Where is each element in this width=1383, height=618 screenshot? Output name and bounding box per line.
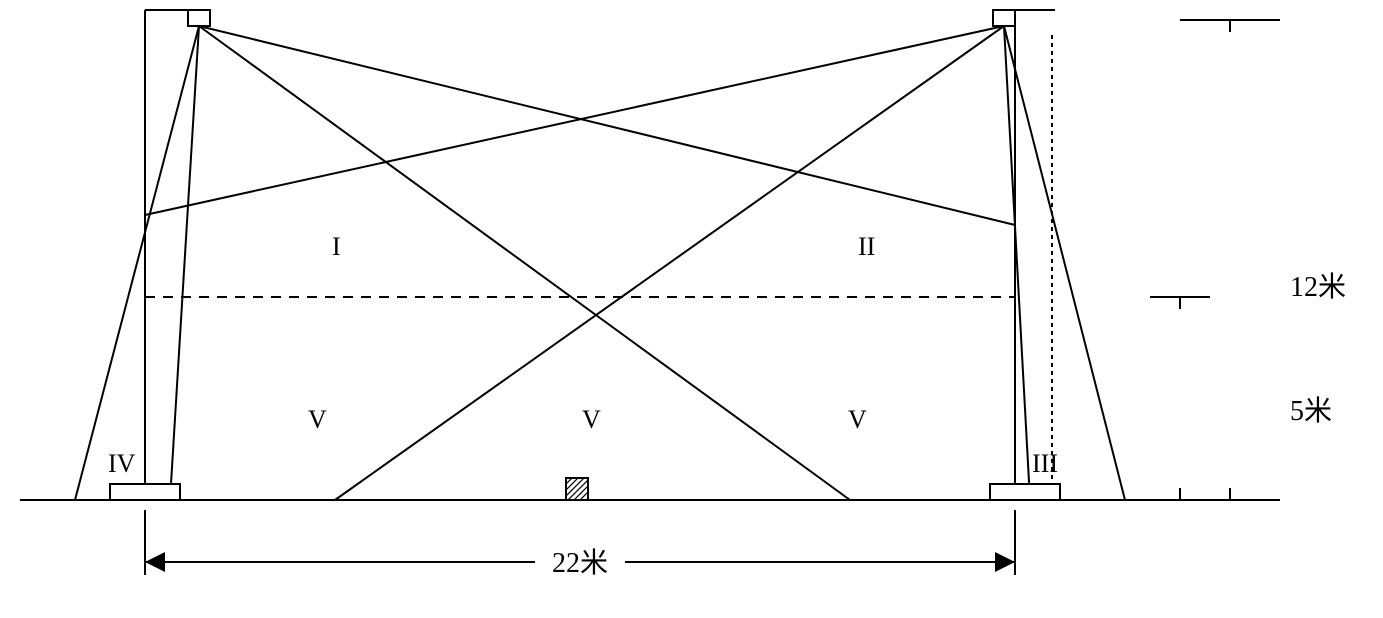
region-label-6: V (848, 405, 867, 434)
center-block (566, 478, 588, 500)
left-camera-ray-0 (75, 26, 199, 500)
dim-5-label: 5米 (1290, 395, 1332, 427)
right-foot (990, 484, 1060, 500)
diagram-canvas: IIIIIIIVVVV22米12米5米 (0, 0, 1383, 618)
region-label-3: IV (108, 449, 136, 478)
left-camera-ray-2 (199, 26, 850, 500)
left-camera-ray-1 (170, 26, 199, 500)
left-camera-icon (188, 10, 210, 26)
region-label-2: III (1032, 449, 1058, 478)
dim-12-label: 12米 (1290, 271, 1346, 303)
right-camera-icon (993, 10, 1015, 26)
region-label-1: II (858, 232, 875, 261)
right-camera-ray-3 (145, 26, 1004, 215)
left-camera-ray-3 (199, 26, 1015, 225)
region-label-5: V (582, 405, 601, 434)
right-camera-ray-1 (1004, 26, 1030, 500)
region-label-0: I (332, 232, 341, 261)
right-camera-ray-0 (1004, 26, 1125, 500)
right-camera-ray-2 (335, 26, 1004, 500)
dim-22-label: 22米 (552, 547, 608, 579)
left-foot (110, 484, 180, 500)
region-label-4: V (308, 405, 327, 434)
